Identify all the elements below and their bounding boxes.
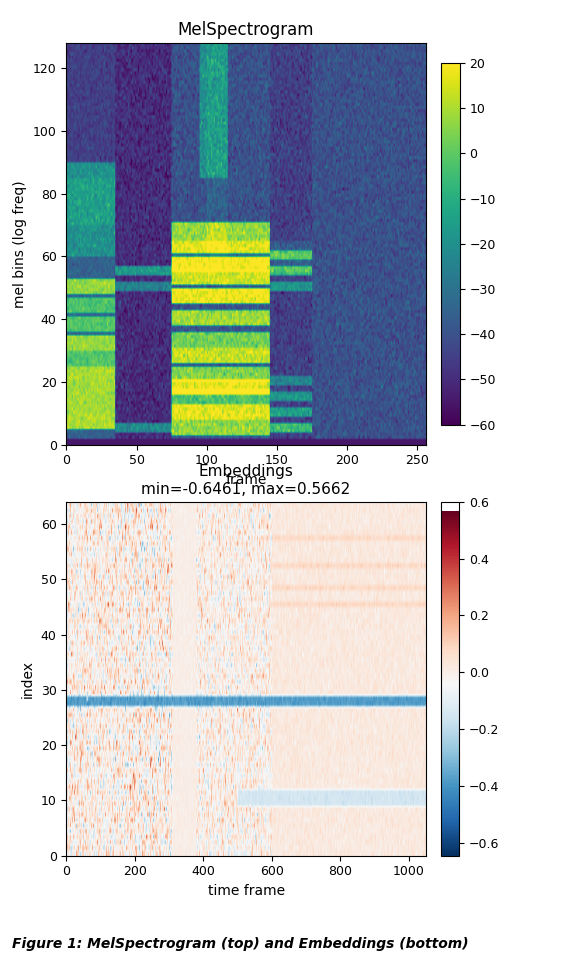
X-axis label: time frame: time frame [208,884,284,898]
Y-axis label: mel bins (log freq): mel bins (log freq) [13,180,27,308]
X-axis label: frame: frame [225,473,267,487]
Title: Embeddings
min=-0.6461, max=0.5662: Embeddings min=-0.6461, max=0.5662 [142,465,351,496]
Title: MelSpectrogram: MelSpectrogram [178,21,314,38]
Text: Figure 1: MelSpectrogram (top) and Embeddings (bottom): Figure 1: MelSpectrogram (top) and Embed… [12,937,468,951]
Y-axis label: index: index [21,660,35,698]
